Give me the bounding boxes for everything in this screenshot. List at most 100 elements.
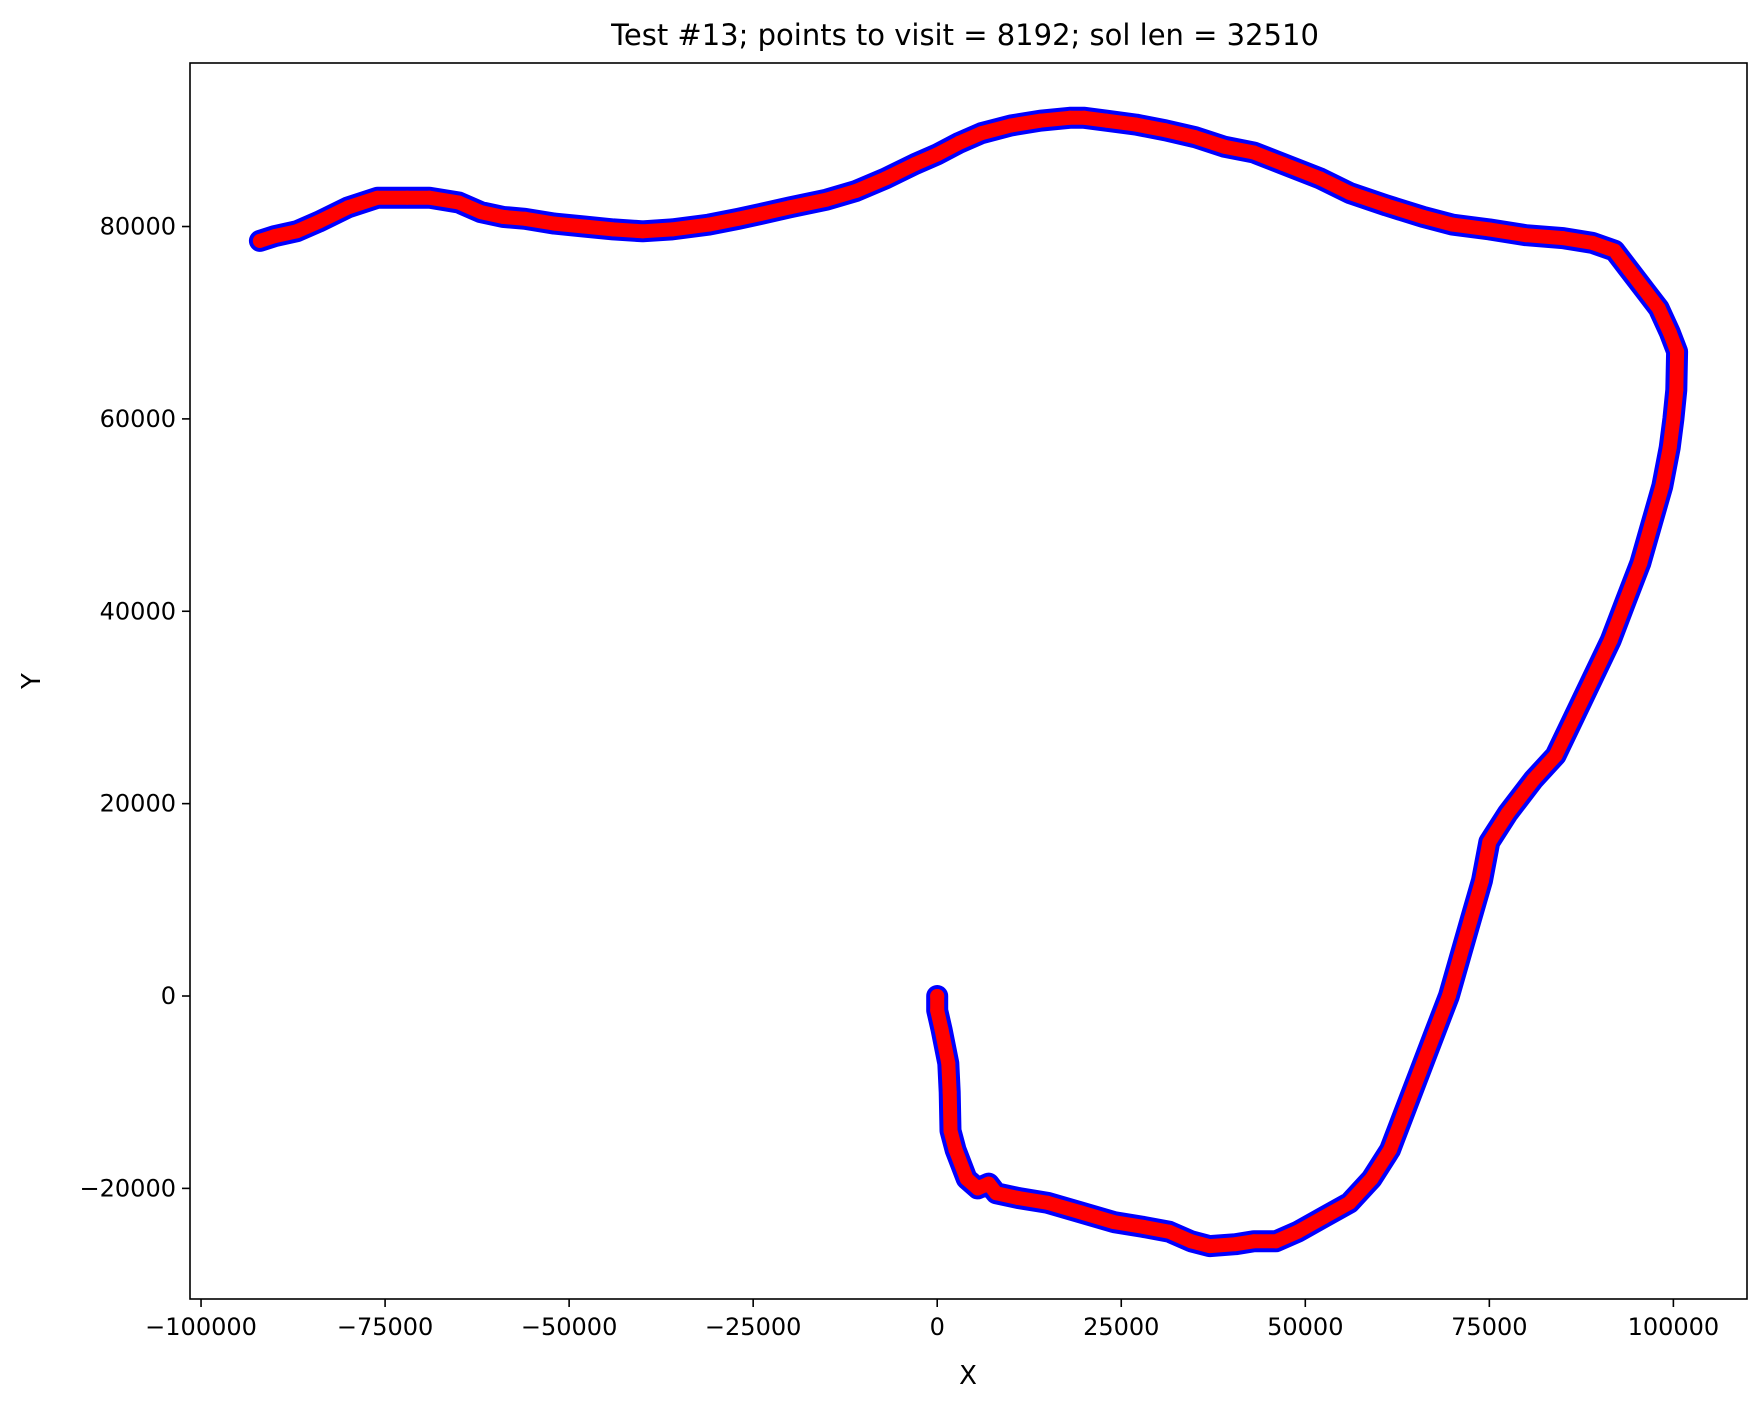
tour-point — [1669, 383, 1684, 397]
tour-point — [1162, 1224, 1177, 1239]
x-tick-label: 75000 — [1451, 1313, 1527, 1341]
tour-point — [1397, 1104, 1412, 1119]
x-tick-label: −75000 — [337, 1313, 433, 1341]
tour-point — [400, 190, 415, 205]
tour-point — [1342, 185, 1357, 200]
tour-point — [473, 205, 488, 220]
tour-point — [1644, 517, 1659, 532]
tour-point — [370, 190, 385, 205]
tour-point — [1482, 222, 1497, 237]
tour-point — [989, 1186, 1004, 1201]
tour-point — [783, 200, 797, 215]
tour-point — [1655, 479, 1670, 494]
tour-point — [1106, 1215, 1121, 1230]
tour-point — [495, 209, 510, 224]
tour-point — [731, 211, 746, 226]
tour-point — [959, 1171, 974, 1186]
tour-point — [942, 1085, 957, 1100]
y-axis-label: Y — [17, 673, 47, 690]
y-tick-label: 0 — [161, 982, 176, 1010]
tour-point — [1651, 301, 1666, 316]
tour-point — [1441, 989, 1456, 1003]
tour-point — [1500, 806, 1515, 821]
x-tick-label: −25000 — [705, 1313, 801, 1341]
chart-title: Test #13; points to visit = 8192; sol le… — [610, 18, 1319, 52]
tour-point — [1383, 1142, 1397, 1157]
tour-point — [1040, 1195, 1055, 1210]
tour-point — [341, 200, 356, 215]
tour-point — [849, 183, 864, 198]
tour-point — [1217, 139, 1232, 154]
tour-point — [952, 135, 967, 150]
tour-point — [1364, 1171, 1379, 1186]
tour-point — [289, 224, 304, 239]
tour-point — [1475, 873, 1489, 888]
tour-point — [1290, 1224, 1305, 1239]
tour-point — [1445, 217, 1460, 232]
tour-point — [1585, 671, 1600, 686]
tour-point — [941, 1056, 956, 1071]
tour-point — [1662, 440, 1677, 455]
tour-point — [547, 216, 562, 231]
tour-point — [1184, 1234, 1199, 1249]
tour-point — [1228, 1237, 1243, 1252]
tour-point — [1636, 282, 1651, 296]
tour-point — [1316, 1210, 1331, 1225]
tour-point — [943, 1123, 958, 1138]
tour-point — [1158, 123, 1173, 138]
tour-point — [635, 224, 650, 239]
tour-point — [1011, 1191, 1026, 1205]
tour-point — [1618, 594, 1633, 609]
y-tick-label: 60000 — [100, 405, 176, 433]
x-tick-label: −100000 — [145, 1313, 257, 1341]
tour-point — [1276, 157, 1291, 171]
y-tick-label: −20000 — [80, 1174, 176, 1202]
y-tick-label: 40000 — [100, 597, 176, 625]
tour-point — [451, 195, 466, 210]
x-tick-label: 25000 — [1083, 1313, 1159, 1341]
tour-point — [1519, 228, 1534, 243]
tour-point — [702, 217, 716, 232]
axes-frame — [189, 62, 1748, 1300]
tour-path-outline — [248, 106, 1689, 1258]
tour-point — [252, 233, 267, 248]
tour-point — [1556, 231, 1570, 246]
tour-point — [576, 219, 591, 234]
tour-point — [1187, 130, 1202, 145]
tour-point — [1633, 556, 1648, 571]
x-tick-label: 50000 — [1267, 1313, 1343, 1341]
tour-point — [908, 157, 923, 171]
tour-point — [1379, 198, 1394, 213]
tour-point — [1202, 1239, 1217, 1254]
tour-point — [1463, 912, 1478, 927]
tour-point — [1099, 113, 1114, 128]
tour-point — [1062, 110, 1077, 125]
tour-point — [1246, 145, 1261, 160]
plot-area — [248, 106, 1689, 1258]
tour-point — [934, 1022, 949, 1037]
tour-point — [665, 222, 680, 237]
tour-point — [1567, 710, 1581, 725]
tour-point — [267, 229, 282, 244]
x-axis-label: X — [959, 1361, 977, 1391]
tour-point — [1077, 110, 1092, 125]
tour-point — [1427, 1027, 1442, 1042]
tour-point — [1670, 344, 1685, 359]
tour-point — [1452, 950, 1467, 965]
tour-point — [1003, 118, 1018, 133]
tour-point — [1246, 1234, 1261, 1249]
tour-point — [518, 211, 532, 226]
tour-point — [1662, 325, 1677, 340]
y-tick-label: 20000 — [100, 790, 176, 818]
tour-point — [930, 1003, 945, 1018]
tour-point — [819, 192, 834, 207]
tour-point — [930, 147, 945, 162]
y-axis-ticks: −20000 0 20000 40000 60000 80000 — [80, 213, 190, 1202]
tour-point — [1073, 1205, 1088, 1220]
tour-point — [606, 222, 621, 237]
tour-point — [1622, 262, 1637, 277]
tour-point — [948, 1142, 963, 1157]
tour-point — [981, 1176, 996, 1191]
tour-point — [1268, 1234, 1283, 1249]
